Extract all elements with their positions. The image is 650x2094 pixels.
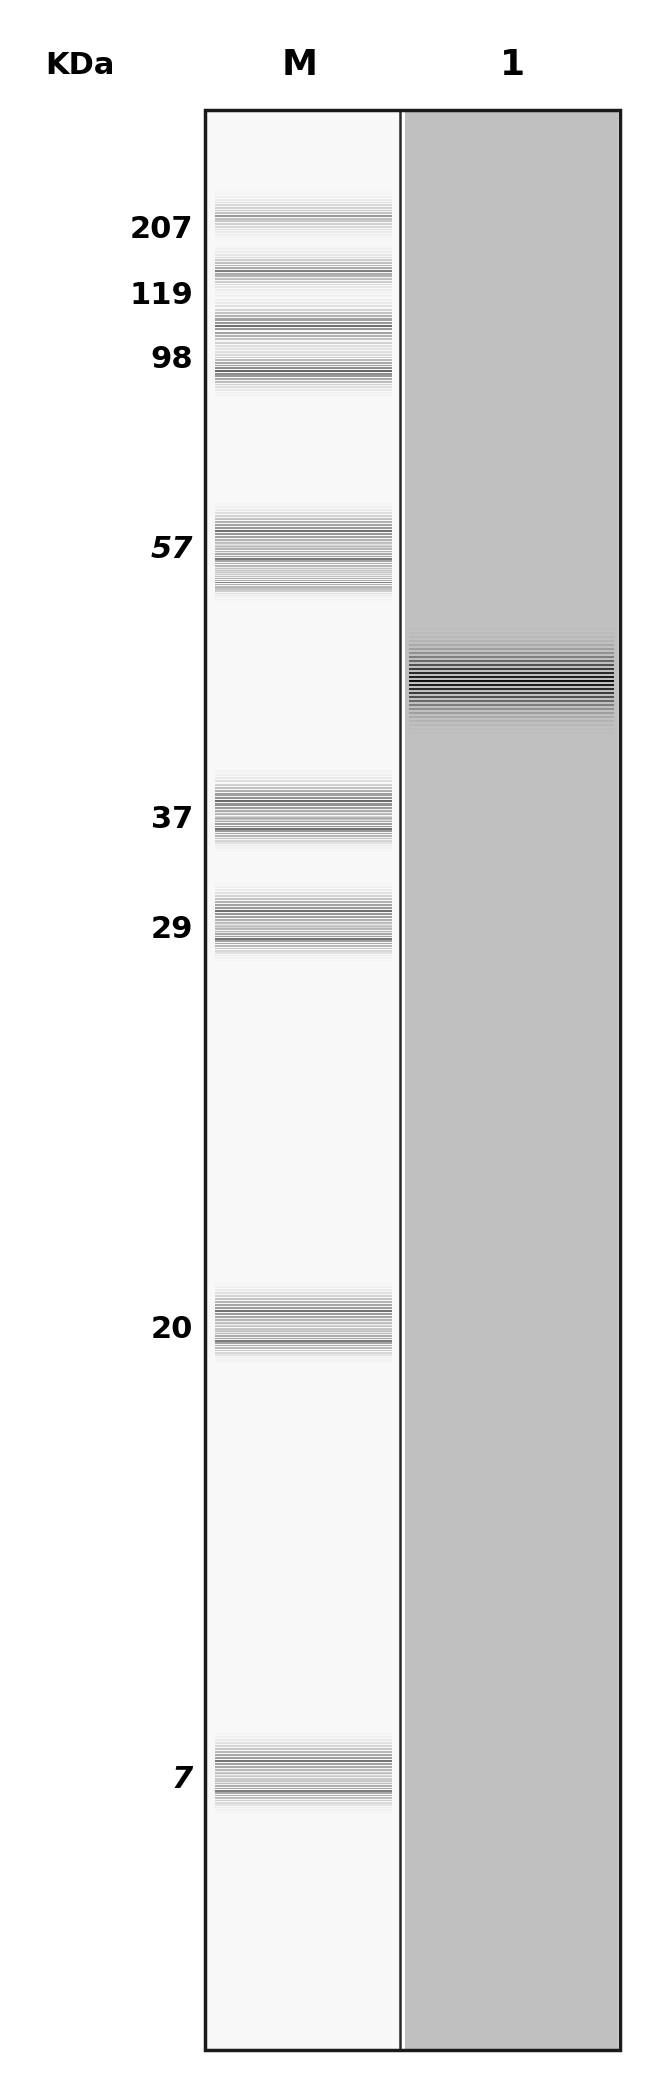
Bar (215, 314, 392, 318)
Text: 119: 119 (129, 281, 193, 310)
Bar (215, 804, 392, 806)
Text: 37: 37 (151, 806, 193, 836)
Bar (215, 829, 392, 831)
Bar (215, 335, 392, 337)
Bar (215, 796, 392, 800)
Bar (215, 329, 392, 331)
Bar (215, 352, 392, 354)
Bar (215, 308, 392, 310)
Bar (215, 777, 392, 779)
Text: 1: 1 (499, 48, 525, 82)
Bar (215, 299, 392, 302)
Bar (215, 331, 392, 333)
Bar (215, 789, 392, 792)
Bar (215, 306, 392, 308)
Bar (215, 325, 392, 327)
Bar (215, 339, 392, 341)
Bar (215, 771, 392, 773)
Bar (215, 354, 392, 356)
Bar (215, 787, 392, 789)
Bar (207, 111, 400, 2050)
Bar (215, 800, 392, 802)
Text: 29: 29 (151, 915, 193, 944)
Bar (215, 348, 392, 350)
Bar (215, 781, 392, 783)
Bar (215, 346, 392, 348)
Bar (215, 318, 392, 320)
Bar (215, 817, 392, 819)
Bar (215, 823, 392, 825)
Bar (205, 111, 620, 2050)
Bar (215, 819, 392, 823)
Bar (215, 806, 392, 808)
Bar (215, 810, 392, 812)
Bar (215, 295, 392, 297)
Bar (215, 325, 392, 327)
Text: M: M (282, 48, 318, 82)
Text: 20: 20 (151, 1315, 193, 1344)
Bar (215, 812, 392, 815)
Bar (215, 341, 392, 343)
Bar (215, 783, 392, 785)
Text: 57: 57 (151, 536, 193, 565)
Bar (215, 322, 392, 325)
Bar (405, 111, 618, 2050)
Text: 98: 98 (150, 346, 193, 375)
Bar (215, 302, 392, 304)
Text: 207: 207 (129, 216, 193, 245)
Bar (215, 800, 392, 802)
Bar (215, 794, 392, 796)
Bar (215, 827, 392, 829)
Text: KDa: KDa (46, 50, 114, 80)
Bar (215, 312, 392, 314)
Bar (215, 773, 392, 775)
Text: 7: 7 (172, 1765, 193, 1795)
